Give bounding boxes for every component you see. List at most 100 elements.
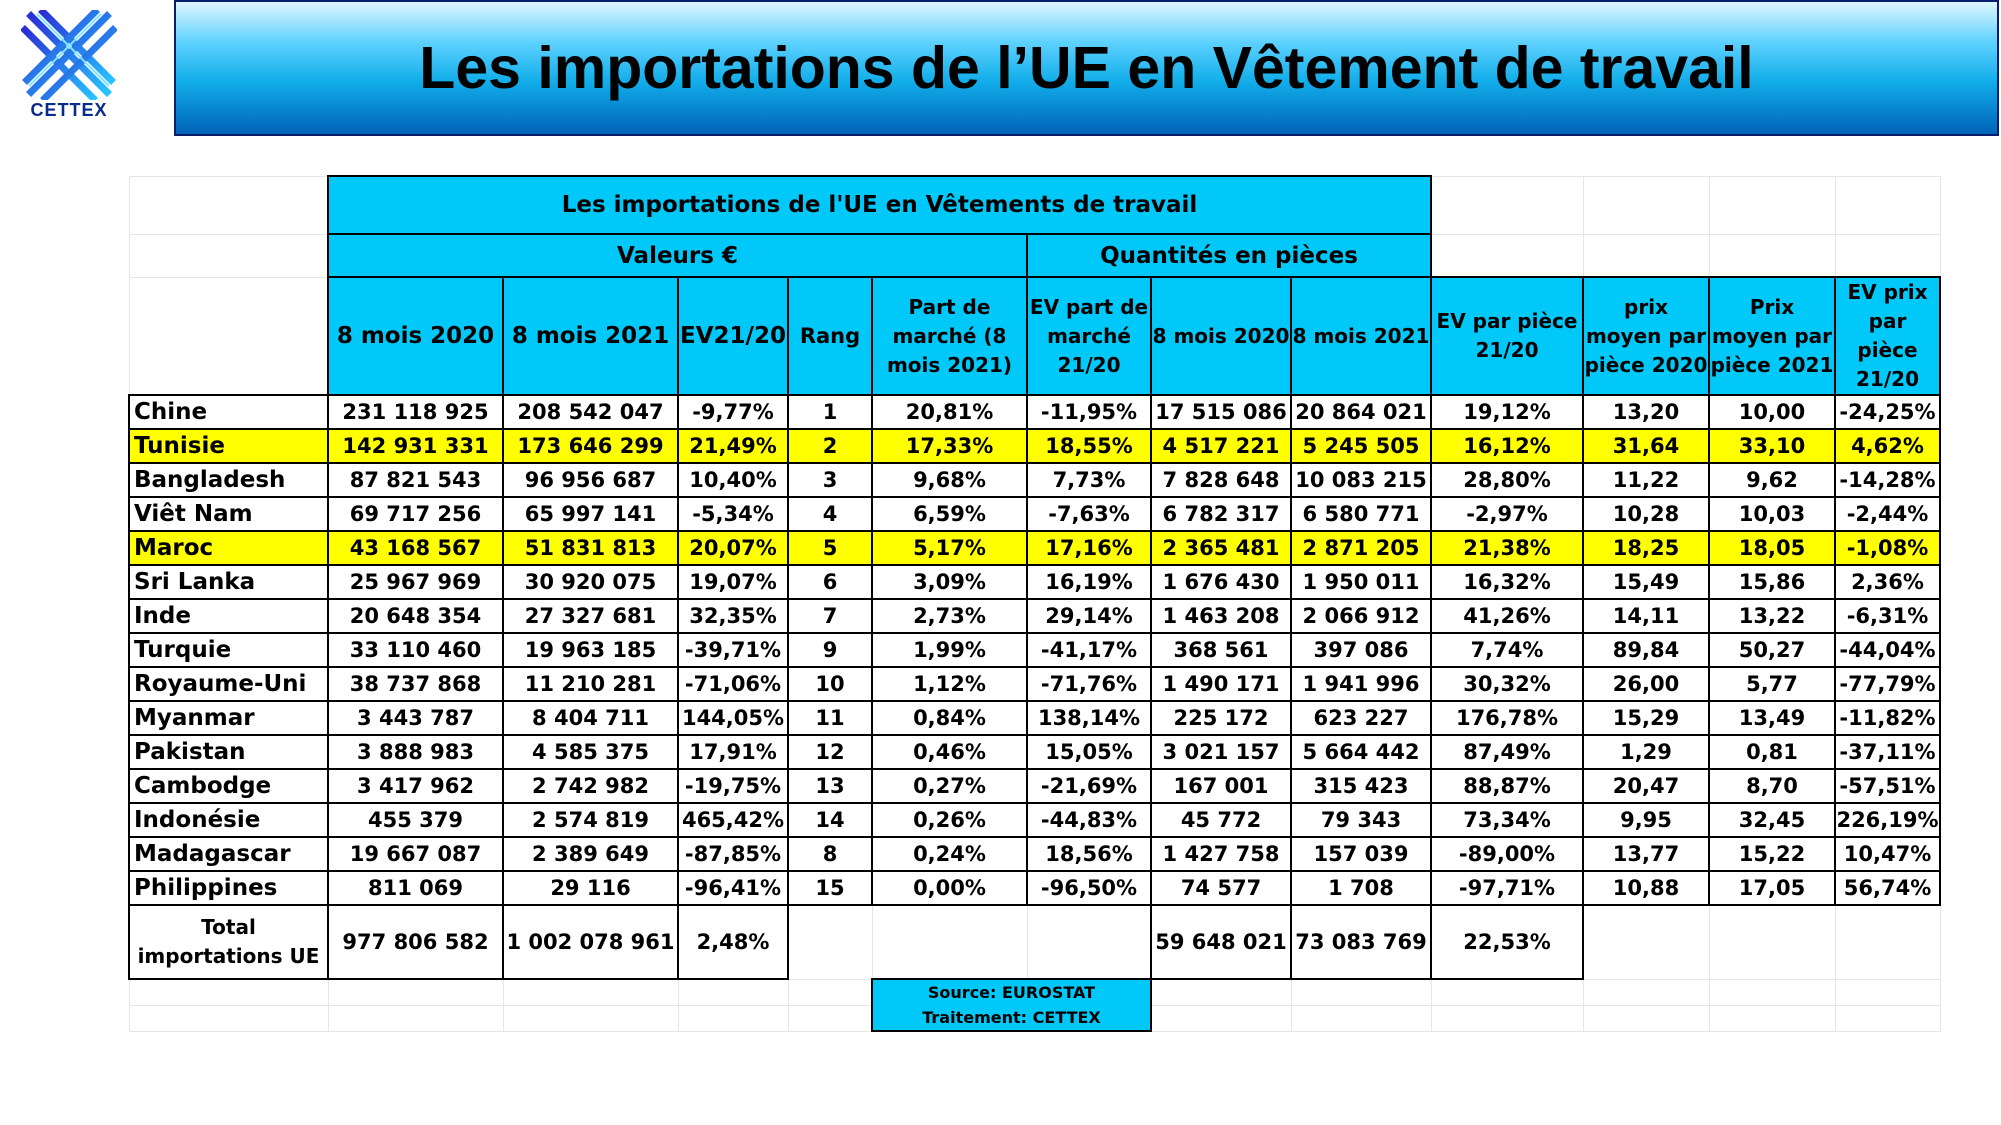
value-cell: 18,25	[1582, 530, 1710, 566]
value-cell: 14,11	[1582, 598, 1710, 634]
value-cell: 50,27	[1708, 632, 1836, 668]
value-cell: 74 577	[1150, 870, 1292, 906]
value-cell: -77,79%	[1834, 666, 1941, 702]
value-cell: 2,36%	[1834, 564, 1941, 600]
empty-cell	[1834, 233, 1941, 278]
column-header: EV part de marché 21/20	[1026, 276, 1152, 396]
value-cell: 88,87%	[1430, 768, 1584, 804]
value-cell: 10,28	[1582, 496, 1710, 532]
empty-cell	[1708, 1004, 1836, 1032]
empty-cell	[1430, 1004, 1584, 1032]
value-cell: -44,04%	[1834, 632, 1941, 668]
value-cell: -39,71%	[677, 632, 789, 668]
column-header: 8 mois 2020	[327, 276, 504, 396]
logo-text: CETTEX	[30, 100, 108, 120]
empty-cell	[128, 978, 329, 1006]
value-cell: 9,62	[1708, 462, 1836, 498]
value-cell: 26,00	[1582, 666, 1710, 702]
total-value-cell: 1 002 078 961	[502, 904, 679, 980]
source-row: Source: EUROSTAT Traitement: CETTEX	[128, 978, 1941, 1032]
column-header: 8 mois 2020	[1150, 276, 1292, 396]
empty-cell	[1708, 978, 1836, 1006]
value-cell: -71,06%	[677, 666, 789, 702]
empty-cell	[1430, 233, 1584, 278]
value-cell: 1 427 758	[1150, 836, 1292, 872]
value-cell: -71,76%	[1026, 666, 1152, 702]
value-cell: 5 664 442	[1290, 734, 1432, 770]
value-cell: 2 365 481	[1150, 530, 1292, 566]
empty-cell	[502, 978, 679, 1006]
value-cell: 19 963 185	[502, 632, 679, 668]
value-cell: 10,03	[1708, 496, 1836, 532]
value-cell: 0,84%	[871, 700, 1028, 736]
column-header-row: 8 mois 2020 8 mois 2021 EV21/20 Rang Part de…	[128, 276, 1941, 396]
value-cell: 28,80%	[1430, 462, 1584, 498]
value-cell: -97,71%	[1430, 870, 1584, 906]
source-row-2	[128, 1004, 1941, 1032]
value-cell: 10,47%	[1834, 836, 1941, 872]
value-cell: 167 001	[1150, 768, 1292, 804]
source-line: Source: EUROSTAT	[927, 983, 1096, 1002]
total-row: Total importations UE 977 806 582 1 002 07…	[128, 904, 1941, 980]
value-cell: 69 717 256	[327, 496, 504, 532]
value-cell: 397 086	[1290, 632, 1432, 668]
value-cell: 5	[787, 530, 873, 566]
value-cell: 43 168 567	[327, 530, 504, 566]
empty-cell	[1708, 233, 1836, 278]
value-cell: 1	[787, 394, 873, 430]
empty-cell	[128, 233, 329, 278]
value-cell: 8 404 711	[502, 700, 679, 736]
country-cell: Indonésie	[128, 802, 329, 838]
value-cell: 1 463 208	[1150, 598, 1292, 634]
value-cell: 1 490 171	[1150, 666, 1292, 702]
value-cell: 4	[787, 496, 873, 532]
value-cell: -14,28%	[1834, 462, 1941, 498]
table-title-row: Les importations de l'UE en Vêtements de…	[128, 175, 1941, 235]
value-cell: 9,95	[1582, 802, 1710, 838]
empty-cell	[1834, 175, 1941, 235]
value-cell: 2 871 205	[1290, 530, 1432, 566]
value-cell: 20,47	[1582, 768, 1710, 804]
value-cell: -41,17%	[1026, 632, 1152, 668]
value-cell: 9,68%	[871, 462, 1028, 498]
empty-cell	[787, 978, 873, 1006]
value-cell: 15,29	[1582, 700, 1710, 736]
value-cell: 89,84	[1582, 632, 1710, 668]
empty-cell	[677, 1004, 789, 1032]
value-cell: 11 210 281	[502, 666, 679, 702]
value-cell: 4,62%	[1834, 428, 1941, 464]
empty-cell	[1430, 175, 1584, 235]
value-cell: 29 116	[502, 870, 679, 906]
value-cell: 33,10	[1708, 428, 1836, 464]
value-cell: 144,05%	[677, 700, 789, 736]
country-cell: Tunisie	[128, 428, 329, 464]
table-row: Myanmar 3 443 787 8 404 711 144,05% 11 0,84% 1…	[128, 700, 1941, 736]
empty-cell	[1582, 233, 1710, 278]
column-header: EV par pièce 21/20	[1430, 276, 1584, 396]
table-row: Viêt Nam 69 717 256 65 997 141 -5,34% 4 6,59%…	[128, 496, 1941, 532]
value-cell: 455 379	[327, 802, 504, 838]
value-cell: 41,26%	[1430, 598, 1584, 634]
value-cell: -96,50%	[1026, 870, 1152, 906]
value-cell: -7,63%	[1026, 496, 1152, 532]
value-cell: 3,09%	[871, 564, 1028, 600]
value-cell: -44,83%	[1026, 802, 1152, 838]
value-cell: 20,81%	[871, 394, 1028, 430]
title-banner: Les importations de l’UE en Vêtement de …	[174, 0, 1999, 136]
value-cell: 315 423	[1290, 768, 1432, 804]
value-cell: 15,86	[1708, 564, 1836, 600]
value-cell: 1 950 011	[1290, 564, 1432, 600]
value-cell: 138,14%	[1026, 700, 1152, 736]
country-cell: Myanmar	[128, 700, 329, 736]
value-cell: 15	[787, 870, 873, 906]
value-cell: 231 118 925	[327, 394, 504, 430]
empty-cell	[327, 1004, 504, 1032]
value-cell: 2	[787, 428, 873, 464]
cettex-logo: CETTEX	[14, 10, 124, 125]
value-cell: 13,49	[1708, 700, 1836, 736]
value-cell: -24,25%	[1834, 394, 1941, 430]
value-cell: 0,00%	[871, 870, 1028, 906]
value-cell: 173 646 299	[502, 428, 679, 464]
value-cell: 96 956 687	[502, 462, 679, 498]
value-cell: 10,00	[1708, 394, 1836, 430]
